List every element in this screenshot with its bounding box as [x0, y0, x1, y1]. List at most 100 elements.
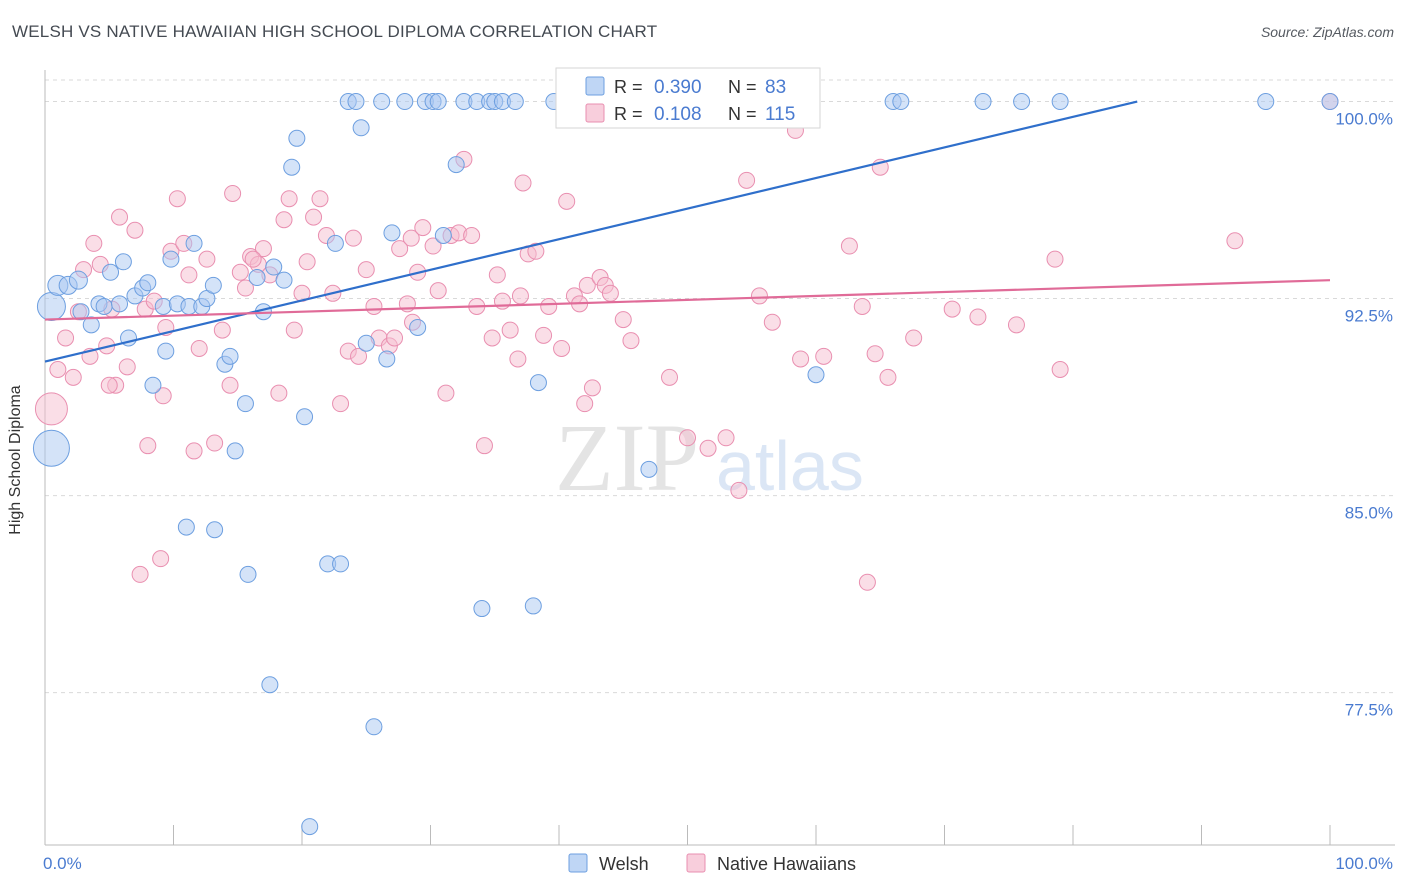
- native-hawaiians-point: [576, 395, 594, 413]
- native-hawaiians-point: [236, 279, 254, 297]
- native-hawaiians-point: [578, 276, 596, 294]
- trend-lines: [44, 100, 1331, 363]
- native-hawaiians-point: [180, 266, 198, 284]
- stats-legend-r-label: R =: [614, 77, 643, 97]
- native-hawaiians-point: [231, 263, 249, 281]
- welsh-point: [1013, 93, 1031, 111]
- welsh-point: [206, 521, 224, 539]
- welsh-point: [154, 297, 172, 315]
- welsh-point: [265, 258, 283, 276]
- native-hawaiians-point: [601, 284, 619, 302]
- welsh-point: [102, 263, 120, 281]
- welsh-point: [473, 600, 491, 618]
- native-hawaiians-point: [514, 174, 532, 192]
- native-hawaiians-point: [511, 287, 529, 305]
- welsh-point: [409, 318, 427, 336]
- welsh-point: [261, 676, 279, 694]
- native-hawaiians-point: [154, 387, 172, 405]
- welsh-point: [332, 555, 350, 573]
- welsh-point: [185, 234, 203, 252]
- series-native-hawaiians: [34, 93, 1339, 591]
- native-hawaiians-point: [152, 550, 170, 568]
- native-hawaiians-point: [583, 379, 601, 397]
- legend-label-welsh: Welsh: [599, 854, 649, 874]
- native-hawaiians-point: [1051, 360, 1069, 378]
- welsh-point: [365, 718, 383, 736]
- welsh-point: [139, 274, 157, 292]
- native-hawaiians-point: [402, 229, 420, 247]
- welsh-point: [378, 350, 396, 368]
- native-hawaiians-point: [386, 329, 404, 347]
- stats-legend-swatch: [585, 103, 605, 123]
- native-hawaiians-point: [34, 392, 68, 426]
- native-hawaiians-point: [661, 368, 679, 386]
- welsh-point: [114, 253, 132, 271]
- native-hawaiians-point: [483, 329, 501, 347]
- native-hawaiians-point: [111, 208, 129, 226]
- native-hawaiians-point: [365, 297, 383, 315]
- native-hawaiians-point: [357, 261, 375, 279]
- native-hawaiians-point: [206, 434, 224, 452]
- native-hawaiians-point: [553, 339, 571, 357]
- native-hawaiians-point: [858, 573, 876, 591]
- stats-legend-n-value: 115: [765, 104, 795, 125]
- native-hawaiians-point: [853, 297, 871, 315]
- welsh-point: [204, 276, 222, 294]
- native-hawaiians-point: [535, 326, 553, 344]
- native-hawaiians-point: [1046, 250, 1064, 268]
- tick-labels: 100.0% 92.5% 85.0% 77.5% 0.0% 100.0%: [43, 110, 1393, 873]
- grid-lines: [45, 79, 1395, 694]
- source-note: Source: ZipAtlas.com: [1260, 24, 1394, 40]
- native-hawaiians-point: [866, 345, 884, 363]
- native-hawaiians-point: [85, 234, 103, 252]
- welsh-point: [373, 93, 391, 111]
- y-tick-label: 92.5%: [1345, 307, 1393, 326]
- native-hawaiians-point: [64, 368, 82, 386]
- native-hawaiians-point: [198, 250, 216, 268]
- welsh-point: [144, 376, 162, 394]
- welsh-point: [32, 429, 70, 467]
- native-hawaiians-point: [224, 184, 242, 202]
- native-hawaiians-point: [527, 242, 545, 260]
- welsh-point: [396, 93, 414, 111]
- native-hawaiians-point: [254, 240, 272, 258]
- native-hawaiians-point: [344, 229, 362, 247]
- native-hawaiians-point: [244, 250, 262, 268]
- native-hawaiians-point: [509, 350, 527, 368]
- native-hawaiians-point: [558, 192, 576, 210]
- welsh-point: [221, 347, 239, 365]
- native-hawaiians-point: [840, 237, 858, 255]
- x-tick-label-min: 0.0%: [43, 854, 82, 873]
- welsh-trend-line: [44, 100, 1138, 363]
- welsh-point: [36, 291, 66, 321]
- legend-swatch-native-hawaiians: [686, 853, 706, 873]
- native-hawaiians-point: [763, 313, 781, 331]
- native-hawaiians-point: [738, 171, 756, 189]
- watermark-zip: ZIP: [555, 404, 699, 511]
- legend-label-native-hawaiians: Native Hawaiians: [717, 854, 856, 874]
- native-hawaiians-point: [879, 368, 897, 386]
- welsh-point: [68, 270, 88, 290]
- native-hawaiians-point: [540, 297, 558, 315]
- welsh-point: [807, 366, 825, 384]
- native-hawaiians-point: [429, 282, 447, 300]
- native-hawaiians-point: [1226, 232, 1244, 250]
- native-hawaiians-point: [118, 358, 136, 376]
- native-hawaiians-point: [1007, 316, 1025, 334]
- welsh-point: [352, 119, 370, 137]
- native-hawaiians-point: [969, 308, 987, 326]
- welsh-point: [347, 93, 365, 111]
- native-hawaiians-point: [488, 266, 506, 284]
- welsh-point: [82, 316, 100, 334]
- stats-legend-r-value: 0.108: [654, 104, 702, 125]
- native-hawaiians-point: [943, 300, 961, 318]
- stats-legend-swatch: [585, 76, 605, 96]
- stats-legend-n-label: N =: [728, 104, 757, 124]
- welsh-point: [177, 518, 195, 536]
- native-hawaiians-point: [475, 437, 493, 455]
- native-hawaiians-point: [815, 347, 833, 365]
- welsh-point: [226, 442, 244, 460]
- native-hawaiians-point: [139, 437, 157, 455]
- welsh-point: [111, 295, 129, 313]
